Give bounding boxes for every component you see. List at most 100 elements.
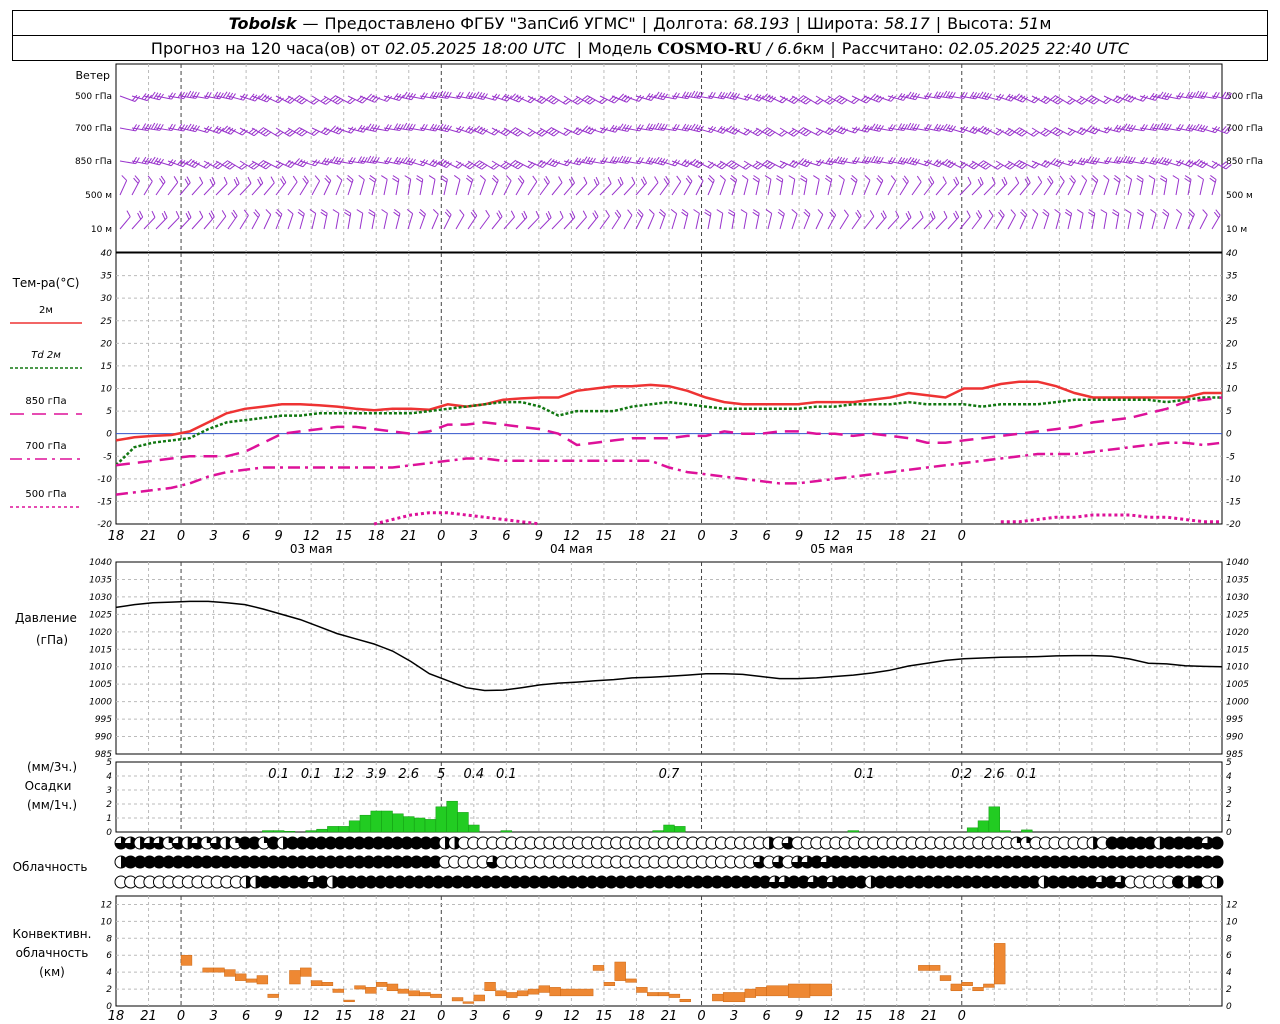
wind-barb-feather xyxy=(720,92,726,99)
model-resolution: / 6.6 xyxy=(766,38,803,58)
wind-barb-feather xyxy=(420,123,425,131)
wind-barb-feather xyxy=(332,209,340,214)
wind-barb-feather xyxy=(600,156,605,164)
wind-barb-feather xyxy=(693,91,699,98)
wind-barb-feather xyxy=(870,93,877,100)
wind-barb-feather xyxy=(955,176,960,184)
wind-barb-feather xyxy=(1100,209,1107,214)
wind-barb-feather xyxy=(1042,130,1050,136)
wind-barb-feather xyxy=(1055,129,1062,135)
precip-3h-label: 0.4 xyxy=(463,767,484,782)
wind-barb-feather xyxy=(1021,131,1028,137)
wind-barb-feather xyxy=(1040,128,1047,134)
wind-barb-feather xyxy=(595,176,600,184)
wind-barb-feather xyxy=(309,209,316,214)
wind-barb-feather xyxy=(468,92,473,99)
wind-barb xyxy=(263,182,275,196)
cloud-symbol-three-quarter xyxy=(191,837,204,849)
precip-bar xyxy=(847,830,860,833)
pressure-ytick-left: 1005 xyxy=(89,680,112,690)
wind-barb xyxy=(407,179,412,196)
wind-barb-feather xyxy=(981,92,987,99)
wind-barb-feather xyxy=(1112,209,1120,214)
wind-barb xyxy=(455,214,465,230)
wind-barb-feather xyxy=(1122,123,1128,130)
wind-barb-feather xyxy=(931,210,936,218)
model-name: COSMO-RU xyxy=(657,38,762,58)
wind-barb-feather xyxy=(1188,124,1194,131)
x-tick: 12 xyxy=(563,1009,580,1024)
x-tick: 6 xyxy=(502,1009,510,1024)
pressure-ytick-right: 1000 xyxy=(1226,698,1249,708)
wind-barb-feather xyxy=(153,123,159,130)
wind-barb-feather xyxy=(411,158,416,166)
wind-barb-feather xyxy=(854,127,861,134)
wind-barb-feather xyxy=(942,123,948,131)
wind-barb-feather xyxy=(517,164,524,170)
wind-barb-feather xyxy=(1143,124,1148,132)
wind-barb-feather xyxy=(1163,208,1170,215)
wind-barb-feather xyxy=(752,177,760,183)
dewpoint-2m-line xyxy=(115,396,1222,467)
wind-barb-feather xyxy=(1059,175,1065,182)
x-tick: 0 xyxy=(958,529,966,544)
wind-barb-feather xyxy=(168,92,174,99)
wind-barb-feather xyxy=(665,175,670,183)
wind-barb-feather xyxy=(1136,175,1144,180)
wind-barb-feather xyxy=(209,178,214,186)
wind-barb-feather xyxy=(1104,126,1110,133)
convective-cloud-bar xyxy=(462,1001,475,1004)
wind-barb xyxy=(1175,179,1180,196)
convective-cloud-bar xyxy=(484,982,496,992)
wind-barb-feather xyxy=(582,156,588,163)
wind-barb-feather xyxy=(803,129,810,135)
wind-barb-feather xyxy=(1005,93,1011,100)
wind-barb-feather xyxy=(1197,124,1203,131)
wind-barb xyxy=(191,182,204,196)
wind-barb-feather xyxy=(302,161,309,168)
wind-barb-feather xyxy=(132,124,138,131)
precip-bar xyxy=(262,830,274,833)
wind-barb-feather xyxy=(536,128,543,134)
wind-barb-feather xyxy=(1224,92,1230,99)
x-tick: 21 xyxy=(400,1009,417,1024)
wind-barb xyxy=(431,214,439,230)
wind-barb-feather xyxy=(261,94,267,101)
wind-barb-feather xyxy=(936,124,942,131)
model-resolution-unit: км xyxy=(802,38,825,58)
wind-barb-feather xyxy=(928,178,933,185)
wind-barb-feather xyxy=(573,157,579,164)
wind-barb-feather xyxy=(186,176,191,183)
wind-barb-feather xyxy=(192,91,197,99)
wind-barb xyxy=(287,181,298,196)
wind-barb-feather xyxy=(1077,157,1083,164)
wind-barb-feather xyxy=(428,175,436,180)
wind-barb-feather xyxy=(1221,91,1227,99)
wind-barb-feather xyxy=(711,92,716,99)
wind-barb-feather xyxy=(549,159,555,165)
precip-ytick-right: 5 xyxy=(1226,758,1232,768)
wind-barb-feather xyxy=(330,125,336,132)
wind-barb-feather xyxy=(147,158,152,165)
wind-barb-feather xyxy=(599,97,606,103)
wind-barb-feather xyxy=(435,92,440,99)
wind-barb-feather xyxy=(927,124,932,131)
wind-barb-feather xyxy=(297,159,303,166)
wind-barb-feather xyxy=(366,123,372,130)
x-tick: 0 xyxy=(177,529,185,544)
temp-ytick-left: -10 xyxy=(97,475,112,485)
wind-barb-feather xyxy=(1070,175,1076,182)
wind-barb-feather xyxy=(229,164,236,170)
wind-barb-feather xyxy=(1050,94,1057,101)
precip-3h-label: 3.9 xyxy=(366,767,387,782)
wind-barb-feather xyxy=(249,93,255,100)
wind-barb-feather xyxy=(313,130,320,136)
wind-barb-feather xyxy=(277,131,284,137)
wind-barb-feather xyxy=(1203,125,1208,133)
pressure-ytick-left: 1035 xyxy=(89,575,112,585)
wind-barb-feather xyxy=(1125,175,1132,180)
wind-barb xyxy=(1007,182,1020,196)
wind-barb-feather xyxy=(510,159,517,166)
wind-barb-feather xyxy=(186,158,193,165)
